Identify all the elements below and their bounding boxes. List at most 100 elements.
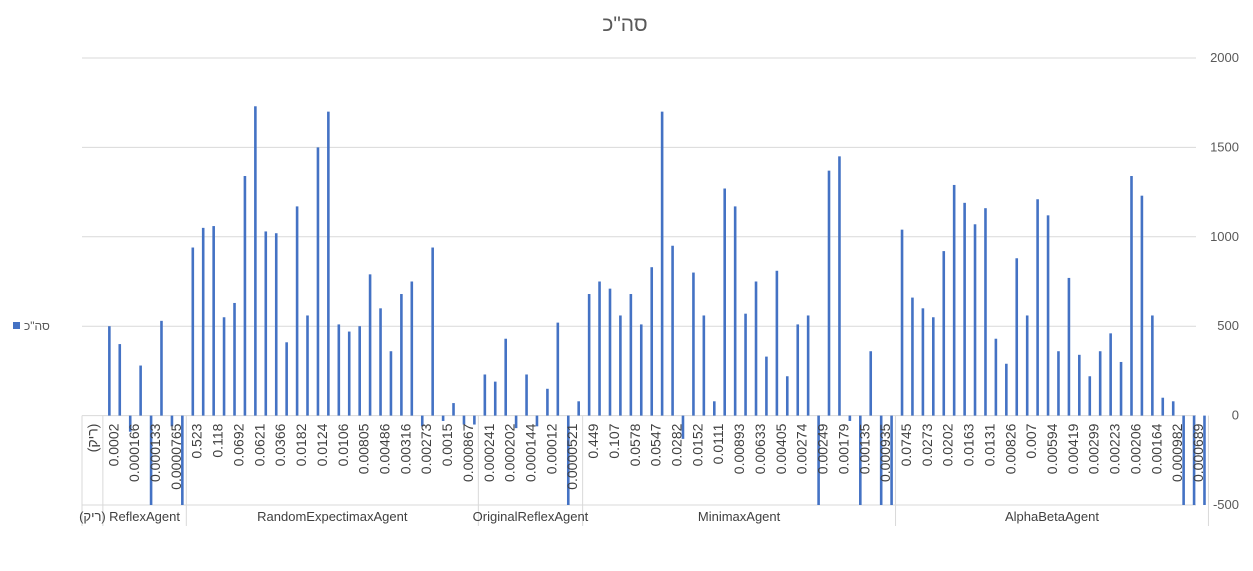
x-tick-label: 0.00316: [397, 423, 413, 474]
bar: [316, 147, 320, 416]
group-label: RandomExpectimaxAgent: [257, 509, 408, 524]
x-tick-label: 0.007: [1023, 423, 1039, 458]
x-tick-label: 0.0000521: [564, 423, 580, 489]
bar: [295, 206, 299, 416]
x-tick-label: 0.00419: [1065, 423, 1081, 474]
bar: [1161, 397, 1165, 416]
bar: [181, 415, 184, 505]
bar: [379, 308, 382, 416]
bar: [1036, 199, 1039, 416]
gridlines: [81, 57, 1209, 526]
x-tick-label: 0.0131: [981, 423, 997, 466]
bar: [639, 324, 643, 416]
bar: [838, 156, 841, 416]
bar: [441, 415, 445, 421]
bar: [973, 224, 977, 416]
x-tick-label: 0.00206: [1127, 423, 1143, 474]
bar: [848, 415, 852, 421]
bar: [577, 401, 580, 416]
bar: [535, 415, 539, 427]
bar: [619, 315, 622, 416]
x-tick-label: 0.00805: [356, 423, 372, 474]
bar: [233, 302, 236, 416]
bar: [994, 338, 998, 416]
bar: [963, 202, 966, 416]
x-tick-label: 0.0547: [648, 423, 664, 466]
chart-title: סה"כ: [602, 13, 647, 36]
bar: [942, 251, 946, 416]
bar: [785, 376, 789, 416]
y-tick-label: 0: [1232, 408, 1239, 423]
bar: [1015, 258, 1019, 416]
bar: [1130, 176, 1133, 416]
x-tick-label: 0.0002: [105, 423, 121, 466]
x-tick-label: 0.00179: [835, 423, 851, 474]
bar: [744, 313, 747, 416]
bar: [170, 415, 174, 427]
x-tick-label: 0.000867: [460, 423, 476, 482]
x-tick-label: 0.0182: [293, 423, 309, 466]
x-tick-label: 0.00274: [794, 423, 810, 474]
bar: [410, 281, 414, 416]
bar: [243, 176, 247, 416]
x-tick-label: 0.000982: [1169, 423, 1185, 482]
bar: [420, 415, 424, 427]
bar: [932, 317, 935, 416]
bar: [775, 270, 779, 416]
bar: [827, 170, 831, 416]
bar: [806, 315, 810, 416]
bar: [984, 208, 987, 416]
bar: [952, 184, 956, 416]
bar: [483, 374, 487, 416]
y-tick-label: 1500: [1210, 139, 1239, 154]
bar: [1203, 415, 1206, 505]
bar: [254, 106, 257, 416]
bar: [1192, 415, 1196, 505]
x-tick-label: 0.0015: [439, 423, 455, 466]
bar: [587, 294, 591, 416]
bar: [817, 415, 820, 505]
x-tick-label: 0.0152: [689, 423, 705, 466]
x-tick-label: 0.523: [189, 423, 205, 458]
x-tick-label: 0.0621: [251, 423, 267, 466]
bar: [191, 247, 195, 416]
legend-swatch: [13, 322, 20, 329]
group-label: AlphaBetaAgent: [1005, 509, 1099, 524]
legend-label: סה"כ: [24, 319, 50, 333]
y-tick-label: 1000: [1210, 229, 1239, 244]
bar: [108, 326, 111, 416]
x-tick-label: 0.000144: [522, 423, 538, 482]
bar: [337, 324, 341, 416]
x-tick-label: 0.00405: [773, 423, 789, 474]
group-label: ReflexAgent: [109, 509, 180, 524]
bar: [149, 415, 153, 505]
bar: [556, 322, 560, 416]
bar: [890, 415, 893, 505]
x-tick-label: 0.00135: [856, 423, 872, 474]
y-axis-tick-labels: -500 0 500 1000 1500 2000: [1210, 50, 1239, 512]
bar: [1182, 415, 1185, 505]
bar: [650, 267, 654, 416]
x-tick-label: 0.00223: [1107, 423, 1123, 474]
bar: [347, 331, 351, 416]
x-axis-group-labels: (ריק) ReflexAgent RandomExpectimaxAgent Ori…: [79, 509, 1099, 524]
x-tick-label: 0.0578: [627, 423, 643, 466]
bar: [327, 111, 330, 416]
bar: [452, 403, 455, 416]
bar: [1046, 215, 1050, 416]
bar: [723, 188, 726, 416]
bar: [921, 308, 925, 416]
x-tick-label: 0.0692: [230, 423, 246, 466]
x-tick-label: 0.0124: [314, 423, 330, 466]
bar: [1098, 351, 1102, 416]
y-tick-label: 2000: [1210, 50, 1239, 65]
group-label: MinimaxAgent: [698, 509, 781, 524]
x-tick-label: 0.000133: [147, 423, 163, 482]
bar: [671, 245, 674, 416]
bar: [128, 415, 132, 432]
bar: [306, 315, 309, 416]
bar: [160, 320, 163, 416]
bar: [1171, 401, 1175, 416]
x-tick-label: 0.0282: [669, 423, 685, 466]
